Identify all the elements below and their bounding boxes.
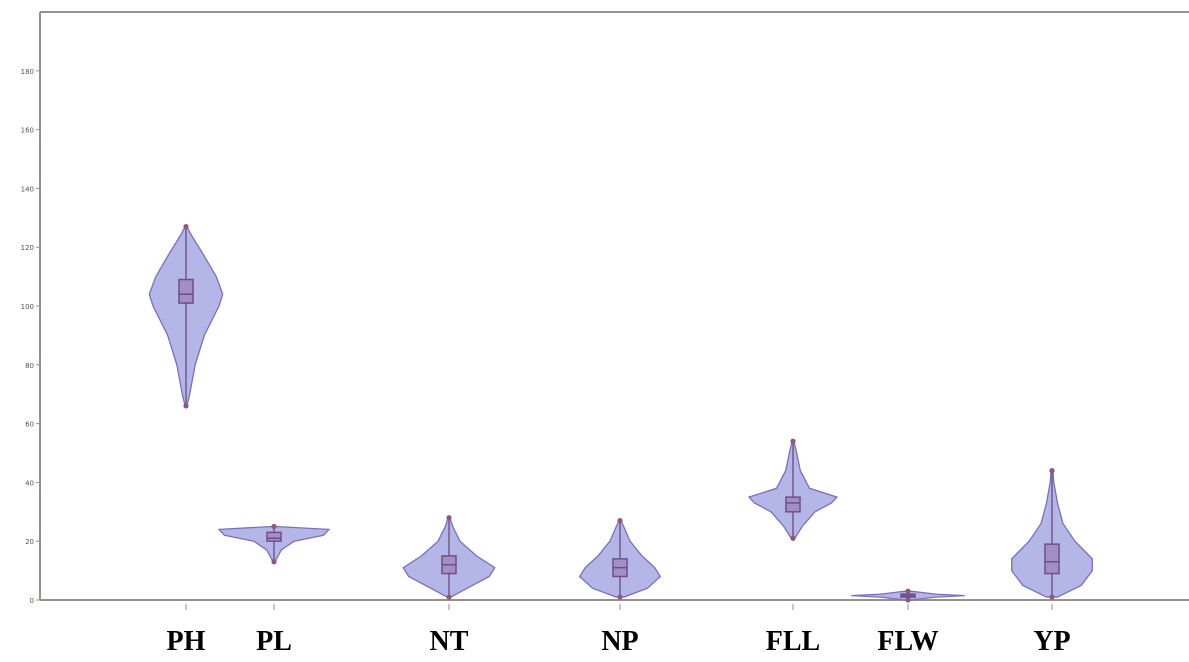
y-tick-label: 40 <box>25 479 34 487</box>
violin-np <box>578 518 662 610</box>
y-tick-label: 160 <box>21 127 34 135</box>
whisker-max-dot <box>1049 468 1055 474</box>
x-axis-category-labels: PH PL NT NP FLL FLW YP <box>167 626 1071 657</box>
whisker-min-dot <box>271 559 277 565</box>
x-category-label: PL <box>256 626 292 657</box>
violin-flw <box>851 588 965 610</box>
whisker-min-dot <box>446 594 452 600</box>
iqr-box <box>266 531 282 542</box>
whisker-max-dot <box>446 515 452 521</box>
x-category-label: NT <box>430 626 469 657</box>
whisker-min-dot <box>1049 594 1055 600</box>
violin-pl <box>217 523 331 610</box>
y-tick-label: 0 <box>30 597 34 605</box>
y-axis-ticks: 0 20 40 60 80 100 120 140 160 180 <box>21 68 40 605</box>
violin-ph <box>148 224 224 610</box>
x-category-label: YP <box>1033 626 1070 657</box>
whisker-min-dot <box>617 594 623 600</box>
x-category-label: FLW <box>877 626 938 657</box>
y-tick-label: 140 <box>21 185 34 193</box>
violin-yp <box>1011 468 1093 610</box>
y-tick-label: 80 <box>25 362 34 370</box>
x-category-label: NP <box>601 626 638 657</box>
whisker-max-dot <box>905 588 911 594</box>
x-category-label: PH <box>167 626 206 657</box>
whisker-min-dot <box>905 597 911 603</box>
x-category-label: FLL <box>766 626 820 657</box>
whisker-max-dot <box>271 523 277 530</box>
y-tick-label: 100 <box>21 303 34 311</box>
y-tick-label: 20 <box>25 538 34 546</box>
violin-series <box>148 224 1093 610</box>
y-tick-label: 60 <box>25 421 34 429</box>
whisker-max-dot <box>790 438 796 444</box>
whisker-max-dot <box>617 518 623 524</box>
violin-nt <box>402 515 496 610</box>
y-tick-label: 180 <box>21 68 34 76</box>
iqr-box <box>1044 543 1060 575</box>
violin-fll <box>747 438 839 610</box>
whisker-max-dot <box>183 224 189 230</box>
y-tick-label: 120 <box>21 244 34 252</box>
iqr-box <box>178 278 194 304</box>
whisker-min-dot <box>790 535 796 541</box>
whisker-min-dot <box>183 403 189 409</box>
iqr-box <box>785 496 801 513</box>
